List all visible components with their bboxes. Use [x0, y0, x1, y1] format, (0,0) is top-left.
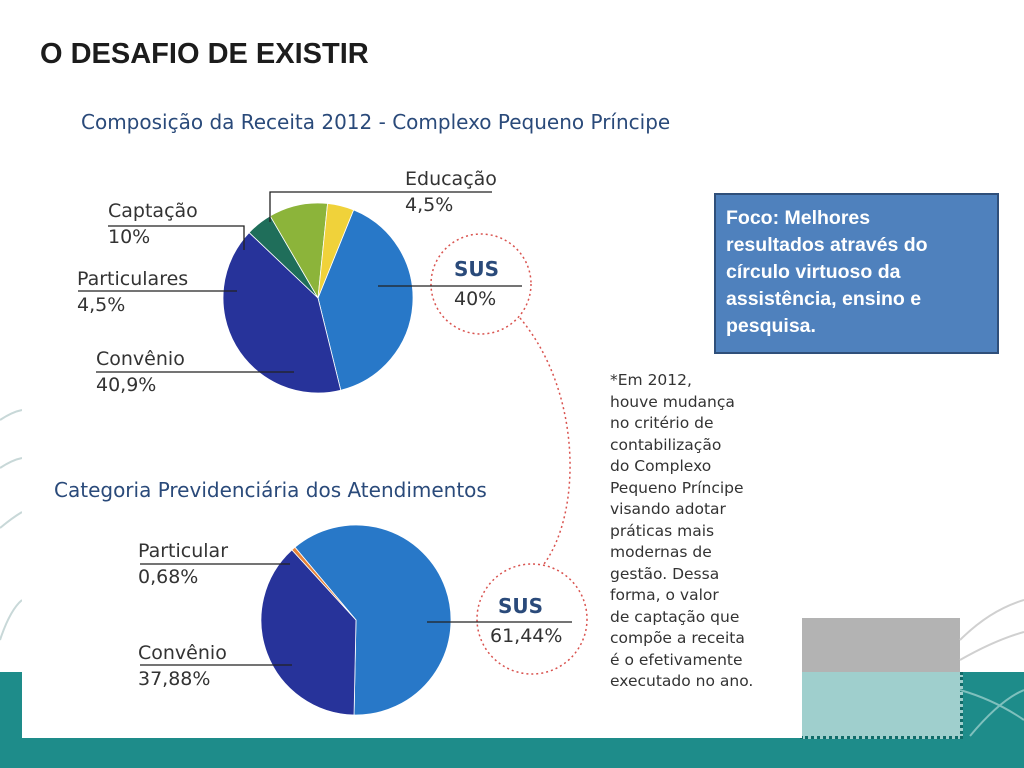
footnote-line: *Em 2012,: [610, 371, 692, 389]
label-captacao: Captação 10%: [108, 198, 198, 250]
label-convenio-2: Convênio 37,88%: [138, 640, 227, 692]
footnote-line: modernas de: [610, 543, 712, 561]
footnote-line: práticas mais: [610, 521, 715, 540]
pie-care-category: [260, 524, 452, 716]
label-educacao: Educação 4,5%: [405, 166, 497, 218]
pie-slice-convenio: [260, 549, 357, 716]
label-sus-2-name: SUS: [498, 594, 544, 618]
sus-connector-dotted: [519, 317, 571, 565]
sus-callout-ring-2: [476, 563, 588, 675]
label-particulares-value: 4,5%: [77, 294, 126, 316]
footnote-line: executado no ano.: [610, 672, 754, 690]
leader-captacao: [108, 225, 245, 250]
leader-educacao: [269, 191, 492, 222]
label-captacao-name: Captação: [108, 200, 198, 222]
pie-slice-educacao: [317, 203, 355, 299]
label-sus-1-name: SUS: [454, 257, 500, 281]
focus-line: resultados através do: [726, 234, 928, 256]
footnote-line: do Complexo: [610, 457, 712, 475]
footnote-line: houve mudança: [610, 392, 735, 411]
label-convenio-1: Convênio 40,9%: [96, 346, 185, 398]
footnote-line: de captação que: [610, 607, 740, 626]
label-particulares: Particulares 4,5%: [77, 266, 188, 318]
footer-light-teal-block: [800, 672, 963, 739]
footnote-line: é o efetivamente: [610, 650, 743, 669]
label-particular-value: 0,68%: [138, 566, 199, 588]
footnote-line: forma, o valor: [610, 586, 719, 604]
label-convenio-1-name: Convênio: [96, 348, 185, 370]
footnote-line: no critério de: [610, 414, 714, 432]
pie-slice-particular: [291, 546, 357, 621]
label-convenio-2-value: 37,88%: [138, 668, 211, 690]
pie-slice-convenio: [222, 232, 342, 394]
sus-callout-ring-1: [430, 233, 532, 335]
label-educacao-name: Educação: [405, 168, 497, 190]
chart-2-title: Categoria Previdenciária dos Atendimento…: [54, 478, 487, 502]
label-particular: Particular 0,68%: [138, 538, 228, 590]
label-educacao-value: 4,5%: [405, 194, 454, 216]
pie-charts-canvas: [78, 191, 588, 716]
focus-line: Foco: Melhores: [726, 207, 871, 229]
pie-slice-sus: [294, 524, 452, 716]
footnote-line: contabilização: [610, 435, 722, 454]
focus-callout-box: Foco: Melhores resultados através do cír…: [714, 193, 999, 354]
label-sus-1-value: 40%: [454, 288, 497, 310]
label-captacao-value: 10%: [108, 226, 151, 248]
label-sus-2-value: 61,44%: [490, 625, 563, 647]
slide-title: O DESAFIO DE EXISTIR: [40, 38, 369, 70]
footnote-line: gestão. Dessa: [610, 564, 720, 583]
chart-1-title: Composição da Receita 2012 - Complexo Pe…: [81, 110, 671, 134]
footnote-line: Pequeno Príncipe: [610, 478, 744, 497]
focus-line: pesquisa.: [726, 315, 816, 337]
label-particular-name: Particular: [138, 540, 229, 562]
pie-slice-sus: [317, 209, 414, 391]
pie-revenue-composition: [222, 202, 414, 394]
label-particulares-name: Particulares: [77, 268, 189, 290]
footnote-2012: *Em 2012, houve mudança no critério de c…: [610, 370, 780, 693]
focus-line: círculo virtuoso da: [726, 261, 901, 283]
footnote-line: compõe a receita: [610, 629, 745, 647]
label-convenio-2-name: Convênio: [138, 642, 227, 664]
chart-image-panel: Composição da Receita 2012 - Complexo Pe…: [22, 92, 802, 738]
label-convenio-1-value: 40,9%: [96, 374, 157, 396]
footnote-line: visando adotar: [610, 500, 726, 518]
focus-line: assistência, ensino e: [726, 288, 922, 310]
